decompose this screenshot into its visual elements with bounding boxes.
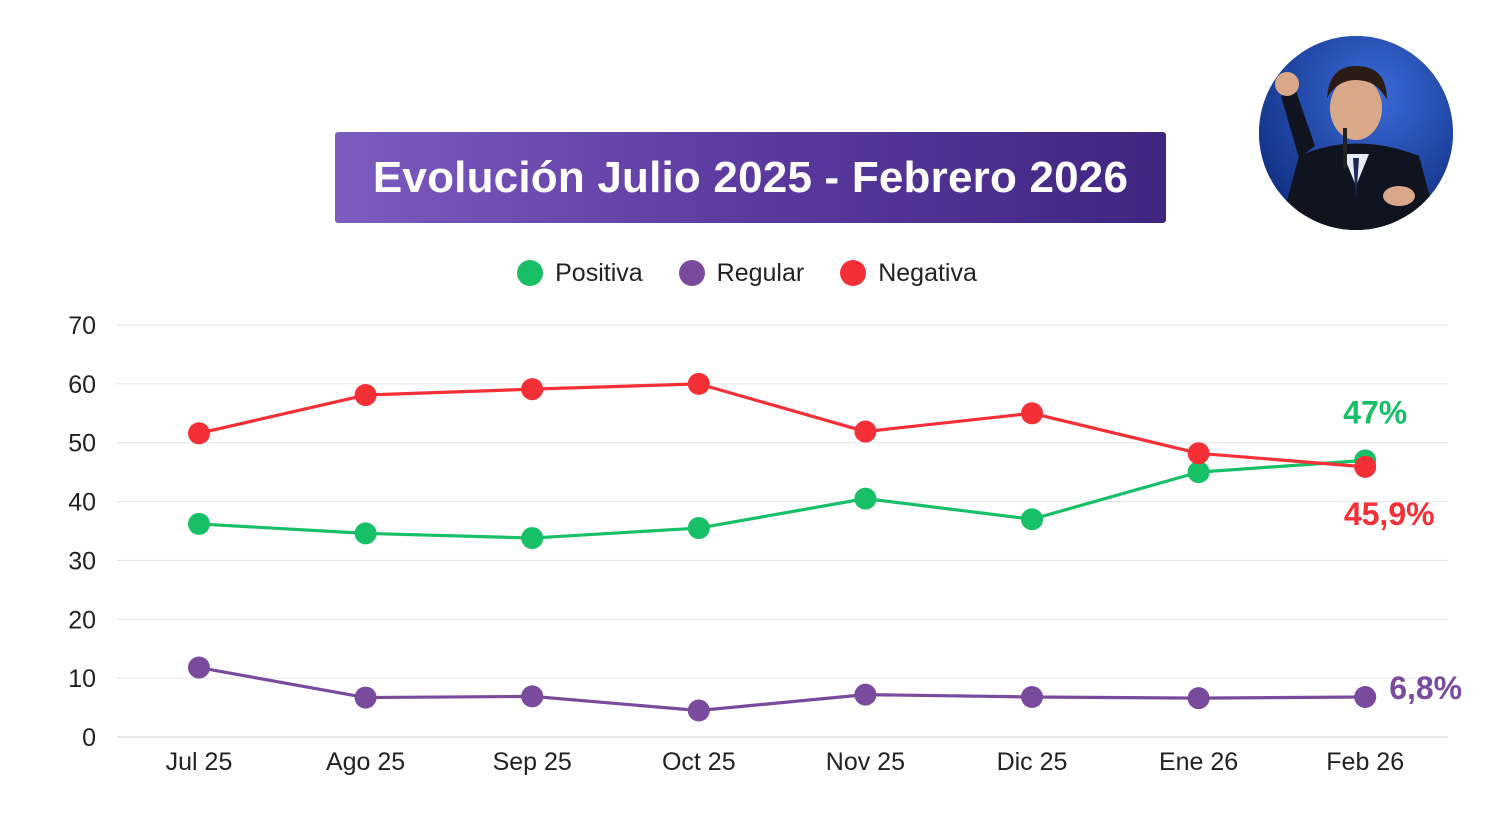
speaker-portrait-icon — [1259, 36, 1453, 230]
data-point-positiva-3 — [521, 527, 544, 550]
data-point-regular-6 — [1021, 685, 1043, 708]
data-point-negativa-1 — [188, 422, 210, 445]
data-point-regular-1 — [188, 656, 210, 679]
data-point-positiva-7 — [1187, 461, 1210, 484]
x-tick-label-jul-25: Jul 25 — [166, 748, 233, 776]
y-tick-label-0: 0 — [82, 724, 96, 752]
legend-marker-regular — [678, 260, 705, 286]
y-tick-label-30: 30 — [68, 547, 96, 575]
legend-marker-negativa — [840, 260, 867, 286]
x-tick-label-dic-25: Dic 25 — [997, 748, 1068, 776]
x-tick-label-oct-25: Oct 25 — [662, 748, 736, 776]
series-line-positiva — [198, 458, 1366, 540]
series-line-regular — [198, 665, 1366, 713]
x-tick-label-ago-25: Ago 25 — [326, 748, 405, 776]
legend-item-negativa: Negativa — [840, 259, 977, 288]
chart-title-banner: Evolución Julio 2025 - Febrero 2026 — [335, 132, 1166, 223]
y-tick-label-70: 70 — [68, 312, 96, 340]
end-value-label-negativa: 45,9% — [1344, 496, 1435, 532]
chart-legend: Positiva Regular Negativa — [0, 252, 1494, 294]
data-point-positiva-5 — [854, 487, 877, 510]
data-point-regular-8 — [1354, 685, 1377, 708]
y-tick-label-50: 50 — [68, 430, 96, 458]
x-tick-label-sep-25: Sep 25 — [493, 748, 572, 776]
data-point-positiva-1 — [188, 512, 210, 535]
data-point-regular-4 — [687, 699, 710, 722]
data-point-positiva-6 — [1021, 508, 1043, 531]
data-point-negativa-7 — [1187, 442, 1210, 465]
data-point-regular-5 — [854, 683, 877, 706]
end-value-label-positiva: 47% — [1343, 394, 1407, 430]
x-tick-label-nov-25: Nov 25 — [826, 748, 905, 776]
data-point-negativa-8 — [1354, 455, 1377, 478]
data-point-regular-2 — [354, 686, 377, 709]
y-tick-label-60: 60 — [68, 371, 96, 399]
legend-item-regular: Regular — [678, 258, 805, 288]
data-point-negativa-4 — [687, 372, 710, 395]
y-tick-label-10: 10 — [68, 665, 96, 693]
y-tick-label-40: 40 — [68, 489, 96, 517]
speaker-photo — [1259, 36, 1453, 230]
data-point-positiva-4 — [687, 517, 710, 540]
legend-label-regular: Regular — [716, 258, 805, 287]
data-point-regular-3 — [521, 685, 544, 708]
chart-title: Evolución Julio 2025 - Febrero 2026 — [372, 152, 1129, 202]
y-tick-label-20: 20 — [68, 606, 96, 634]
x-tick-label-ene-26: Ene 26 — [1159, 748, 1238, 776]
end-value-label-regular: 6,8% — [1389, 670, 1462, 706]
data-point-negativa-6 — [1021, 402, 1043, 425]
data-point-negativa-5 — [854, 420, 877, 443]
data-point-positiva-2 — [354, 522, 377, 545]
series-line-negativa — [198, 382, 1366, 469]
legend-label-negativa: Negativa — [878, 258, 977, 287]
legend-item-positiva: Positiva — [517, 259, 643, 288]
data-point-negativa-2 — [354, 384, 377, 407]
data-point-negativa-3 — [521, 378, 544, 401]
x-tick-label-feb-26: Feb 26 — [1326, 748, 1404, 776]
legend-marker-positiva — [517, 260, 544, 286]
legend-label-positiva: Positiva — [555, 258, 643, 287]
data-point-regular-7 — [1187, 687, 1210, 710]
